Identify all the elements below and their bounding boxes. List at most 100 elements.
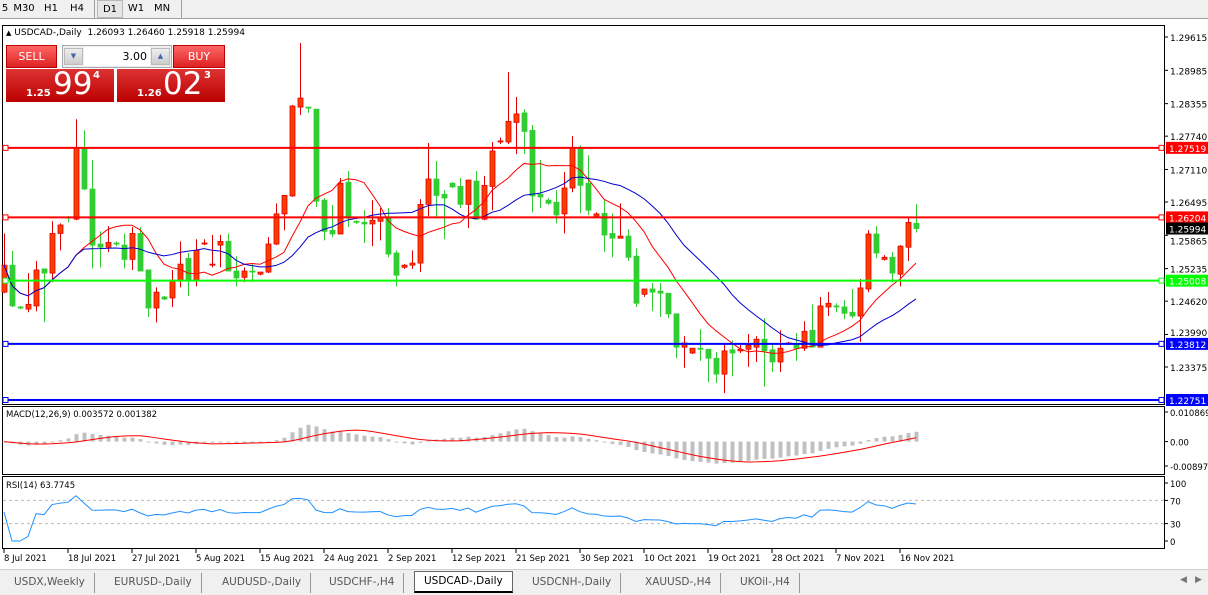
macd-histogram-bar [410, 441, 415, 445]
candle [489, 141, 496, 211]
timeframe-5[interactable]: 5 [1, 3, 9, 14]
scroll-right-icon[interactable]: ▶ [1195, 575, 1202, 585]
macd-histogram-bar [650, 441, 655, 454]
macd-histogram-bar [346, 432, 351, 442]
candle [457, 177, 464, 209]
line-handle-icon[interactable] [2, 144, 9, 151]
hline-price-tag [1166, 394, 1208, 406]
line-handle-icon[interactable] [1158, 397, 1165, 403]
candle-body [57, 224, 64, 234]
price-tick-label: 1.23375 [1170, 364, 1207, 374]
tab-usdcad-daily[interactable]: USDCAD-,Daily [414, 571, 513, 593]
candle-body [833, 305, 840, 308]
timeframe-w1[interactable]: W1 [127, 3, 145, 14]
candle-body [729, 349, 736, 354]
candle [17, 305, 24, 310]
candle-body [33, 269, 40, 307]
macd-label: MACD(12,26,9) 0.003572 0.001382 [6, 410, 157, 420]
candle-body [673, 313, 680, 348]
timeframe-h1[interactable]: H1 [44, 3, 58, 14]
candle [329, 204, 336, 238]
candle [793, 332, 800, 361]
macd-histogram-bar [170, 441, 175, 446]
line-handle-icon[interactable] [2, 340, 9, 347]
timeframe-h4[interactable]: H4 [70, 3, 84, 14]
tab-audusd-daily[interactable]: AUDUSD-,Daily [213, 573, 312, 593]
candle [409, 250, 416, 269]
macd-histogram-bar [914, 431, 919, 442]
tab-xauusd-h4[interactable]: XAUUSD-,H4 [636, 573, 722, 593]
macd-histogram-bar [362, 435, 367, 442]
candle [305, 106, 312, 113]
macd-signal-line [3, 429, 917, 463]
candle-body [721, 350, 728, 375]
date-label: 28 Oct 2021 [772, 554, 825, 564]
macd-histogram-bar [130, 437, 135, 442]
macd-histogram-bar [730, 441, 735, 463]
line-handle-icon[interactable] [1158, 144, 1165, 151]
sell-price[interactable]: 1.25 99 4 [6, 66, 114, 102]
sell-button[interactable]: SELL [6, 45, 57, 68]
tab-ukoil-h4[interactable]: UKOil-,H4 [731, 573, 800, 593]
date-label: 27 Jul 2021 [132, 554, 180, 564]
candle-body [905, 221, 912, 248]
line-handle-icon[interactable] [1158, 340, 1165, 347]
candle-body [369, 219, 376, 225]
macd-histogram-bar [418, 441, 423, 443]
hline-price-tag [1166, 211, 1208, 224]
macd-histogram-bar [186, 441, 191, 445]
macd-histogram-bar [890, 436, 895, 442]
candle [257, 271, 264, 276]
candle [633, 248, 640, 307]
candle-body [209, 263, 216, 266]
date-label: 7 Nov 2021 [836, 554, 885, 564]
candle-body [473, 180, 480, 220]
candle [585, 155, 592, 215]
hline-price-label: 1.26204 [1169, 214, 1206, 224]
price-chart[interactable]: 1.296151.289851.283551.277401.271101.264… [0, 0, 1208, 569]
candle [201, 239, 208, 246]
macd-histogram-bar [386, 439, 391, 442]
candle [521, 109, 528, 155]
candle [97, 231, 104, 268]
candle-body [569, 147, 576, 189]
decrease-lot-icon[interactable]: ▼ [64, 48, 83, 65]
line-handle-icon[interactable] [1158, 214, 1165, 221]
candle-body [25, 303, 32, 310]
candle [185, 253, 192, 296]
lot-size-input[interactable] [84, 47, 150, 66]
chart-header: ▲ USDCAD-,Daily 1.26093 1.26460 1.25918 … [6, 28, 245, 38]
buy-button[interactable]: BUY [173, 45, 225, 68]
candle [697, 329, 704, 361]
hline-price-label: 1.22751 [1169, 397, 1206, 407]
timeframe-d1[interactable]: D1 [97, 0, 123, 18]
timeframe-mn[interactable]: MN [153, 3, 171, 14]
macd-histogram-bar [714, 441, 719, 464]
macd-histogram-bar [586, 438, 591, 442]
date-label: 19 Oct 2021 [708, 554, 761, 564]
current-price-tag [1166, 222, 1208, 235]
candle-body [313, 108, 320, 202]
price-tick-label: 1.25865 [1170, 237, 1207, 247]
tab-usdchf-h4[interactable]: USDCHF-,H4 [320, 573, 405, 593]
line-handle-icon[interactable] [2, 277, 9, 284]
candle-body [225, 240, 232, 272]
tab-usdx-weekly[interactable]: USDX,Weekly [5, 573, 95, 593]
tab-usdcnh-daily[interactable]: USDCNH-,Daily [523, 573, 622, 593]
line-handle-icon[interactable] [1158, 277, 1165, 284]
line-handle-icon[interactable] [2, 397, 9, 403]
date-label: 16 Nov 2021 [900, 554, 954, 564]
candle [561, 172, 568, 234]
macd-tick-label: 0.00 [1170, 439, 1189, 449]
tab-eurusd-daily[interactable]: EURUSD-,Daily [105, 573, 202, 593]
candle-body [697, 347, 704, 350]
increase-lot-icon[interactable]: ▲ [151, 48, 170, 65]
collapse-triangle-icon[interactable]: ▲ [6, 29, 12, 37]
buy-price[interactable]: 1.26 02 3 [117, 66, 225, 102]
scroll-left-icon[interactable]: ◀ [1180, 575, 1187, 585]
candle [817, 296, 824, 348]
candle [801, 321, 808, 351]
line-handle-icon[interactable] [2, 214, 9, 221]
macd-histogram-bar [722, 441, 727, 464]
timeframe-m30[interactable]: M30 [13, 3, 35, 14]
